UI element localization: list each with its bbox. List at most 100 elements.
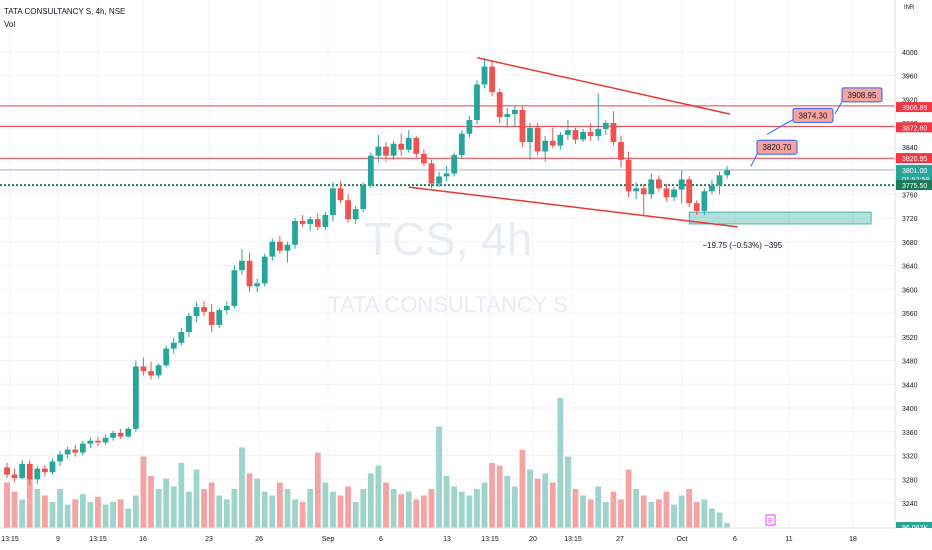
candle xyxy=(724,169,730,176)
candle xyxy=(201,307,207,312)
callout-box xyxy=(756,139,798,155)
candle xyxy=(57,454,63,462)
volume-bar xyxy=(49,502,56,528)
candle xyxy=(405,137,412,150)
volume-bar xyxy=(19,499,26,528)
watermark-name: TATA CONSULTANCY S xyxy=(328,292,568,317)
price-tick: 4000 xyxy=(902,50,918,57)
candle xyxy=(610,123,617,143)
candle xyxy=(678,179,685,190)
volume-bar xyxy=(11,491,18,528)
candle xyxy=(132,366,139,429)
candle xyxy=(572,130,579,140)
volume-bar xyxy=(671,504,677,528)
candle xyxy=(693,203,700,211)
volume-bar xyxy=(246,473,253,528)
volume-bar xyxy=(330,491,336,528)
volume-bar xyxy=(474,489,480,528)
volume-bar xyxy=(640,495,647,528)
candle xyxy=(246,260,253,287)
price-tick: 3600 xyxy=(902,287,918,294)
candle xyxy=(4,467,10,475)
time-tick: 13:15 xyxy=(481,536,499,543)
candle xyxy=(618,142,624,160)
volume-bar xyxy=(276,482,283,528)
time-tick: 27 xyxy=(616,536,624,543)
candle xyxy=(633,188,640,192)
price-tick: 3960 xyxy=(902,74,918,81)
time-tick: 11 xyxy=(785,536,792,543)
candle xyxy=(360,185,367,210)
volume-bar xyxy=(95,496,101,528)
candle xyxy=(671,189,677,198)
volume-bar xyxy=(254,478,261,528)
volume-bar xyxy=(201,489,207,528)
volume-bar xyxy=(458,491,465,528)
candle xyxy=(428,163,435,184)
volume-bar xyxy=(633,489,640,528)
candle xyxy=(625,159,632,192)
volume-bar xyxy=(542,473,549,528)
candle xyxy=(208,311,215,325)
volume-bar xyxy=(466,495,473,528)
volume-bar xyxy=(72,499,79,528)
candle xyxy=(322,215,329,227)
candle xyxy=(716,175,723,186)
chart-title: TATA CONSULTANCY S, 4h, NSE xyxy=(4,7,126,16)
callout-text: 3908.95 xyxy=(848,91,877,100)
event-marker xyxy=(765,514,776,526)
candle xyxy=(709,185,715,192)
candle xyxy=(580,131,586,140)
candle xyxy=(125,428,132,437)
candle xyxy=(178,332,185,343)
time-tick: 9 xyxy=(56,536,60,543)
time-tick: 13:15 xyxy=(89,536,107,543)
candle xyxy=(565,130,571,135)
volume-bar xyxy=(117,499,124,528)
volume-bar xyxy=(261,491,268,528)
volume-bar xyxy=(186,491,192,528)
volume-bar xyxy=(307,489,314,528)
candle xyxy=(269,241,276,257)
volume-bar xyxy=(193,469,200,528)
candle xyxy=(375,146,382,156)
volume-bar xyxy=(451,486,458,528)
candle xyxy=(443,173,450,177)
volume-bar xyxy=(580,495,586,528)
candle xyxy=(557,134,564,146)
callout-text: 3820.70 xyxy=(763,143,792,152)
price-tick: 3360 xyxy=(902,430,918,437)
volume-bar xyxy=(595,486,602,528)
volume-bar xyxy=(155,489,162,528)
volume-bar xyxy=(102,504,109,528)
candle xyxy=(527,127,533,143)
volume-bar xyxy=(557,398,564,528)
candle xyxy=(352,209,359,220)
candle xyxy=(489,66,496,93)
candle xyxy=(155,365,162,376)
volume-indicator-label[interactable]: Vol xyxy=(4,20,16,29)
candle xyxy=(314,219,321,227)
volume-bar xyxy=(709,508,715,528)
time-tick: 6 xyxy=(733,536,737,543)
candle xyxy=(466,120,473,134)
volume-bar xyxy=(269,495,276,528)
volume-bar xyxy=(163,478,170,528)
candle xyxy=(102,437,109,443)
volume-bar xyxy=(587,499,594,528)
candle xyxy=(701,191,708,211)
candle xyxy=(148,371,154,376)
volume-bar xyxy=(519,450,526,528)
volume-bar xyxy=(428,489,435,528)
volume-bar xyxy=(527,469,533,528)
candle xyxy=(110,432,117,438)
watermark-symbol: TCS, 4h xyxy=(364,213,533,265)
volume-bar xyxy=(360,489,367,528)
candle xyxy=(254,283,261,287)
volume-bar xyxy=(239,447,245,528)
volume-bar xyxy=(125,508,132,528)
price-tick: 3400 xyxy=(902,406,918,413)
volume-bar xyxy=(405,491,412,528)
volume-bar xyxy=(87,502,94,528)
